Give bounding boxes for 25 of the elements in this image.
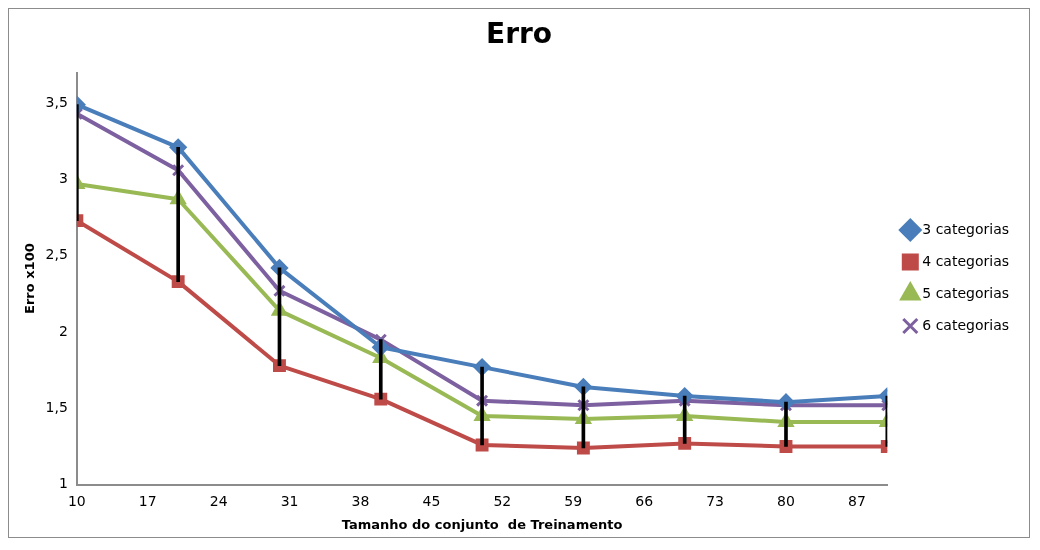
y-tick-label: 1 bbox=[58, 475, 68, 492]
x-tick-label: 10 bbox=[67, 492, 86, 509]
chart-title: Erro bbox=[486, 17, 552, 51]
y-tick-label: 1,5 bbox=[45, 398, 68, 415]
x-tick-label: 87 bbox=[847, 492, 866, 509]
x-tick-label: 24 bbox=[209, 492, 228, 509]
x-tick-label: 80 bbox=[777, 492, 795, 509]
y-tick-label: 2,5 bbox=[45, 246, 68, 263]
x-tick-label: 45 bbox=[422, 492, 441, 509]
legend-label: 5 categorias bbox=[922, 284, 1010, 301]
legend-label: 3 categorias bbox=[922, 220, 1010, 237]
x-tick-label: 52 bbox=[493, 492, 512, 509]
x-tick-label: 17 bbox=[138, 492, 157, 509]
legend-label: 6 categorias bbox=[922, 316, 1010, 333]
x-axis-title: Tamanho do conjunto de Treinamento bbox=[341, 516, 623, 532]
x-tick-label: 59 bbox=[564, 492, 583, 509]
y-axis-title: Erro x100 bbox=[22, 243, 38, 314]
legend-label: 4 categorias bbox=[922, 252, 1010, 269]
x-tick-label: 66 bbox=[635, 492, 654, 509]
y-tick-label: 3,5 bbox=[45, 93, 68, 110]
x-tick-label: 31 bbox=[280, 492, 299, 509]
x-tick-label: 38 bbox=[351, 492, 370, 509]
y-tick-label: 3 bbox=[58, 170, 68, 187]
y-tick-label: 2 bbox=[58, 322, 68, 339]
x-tick-label: 73 bbox=[706, 492, 724, 509]
